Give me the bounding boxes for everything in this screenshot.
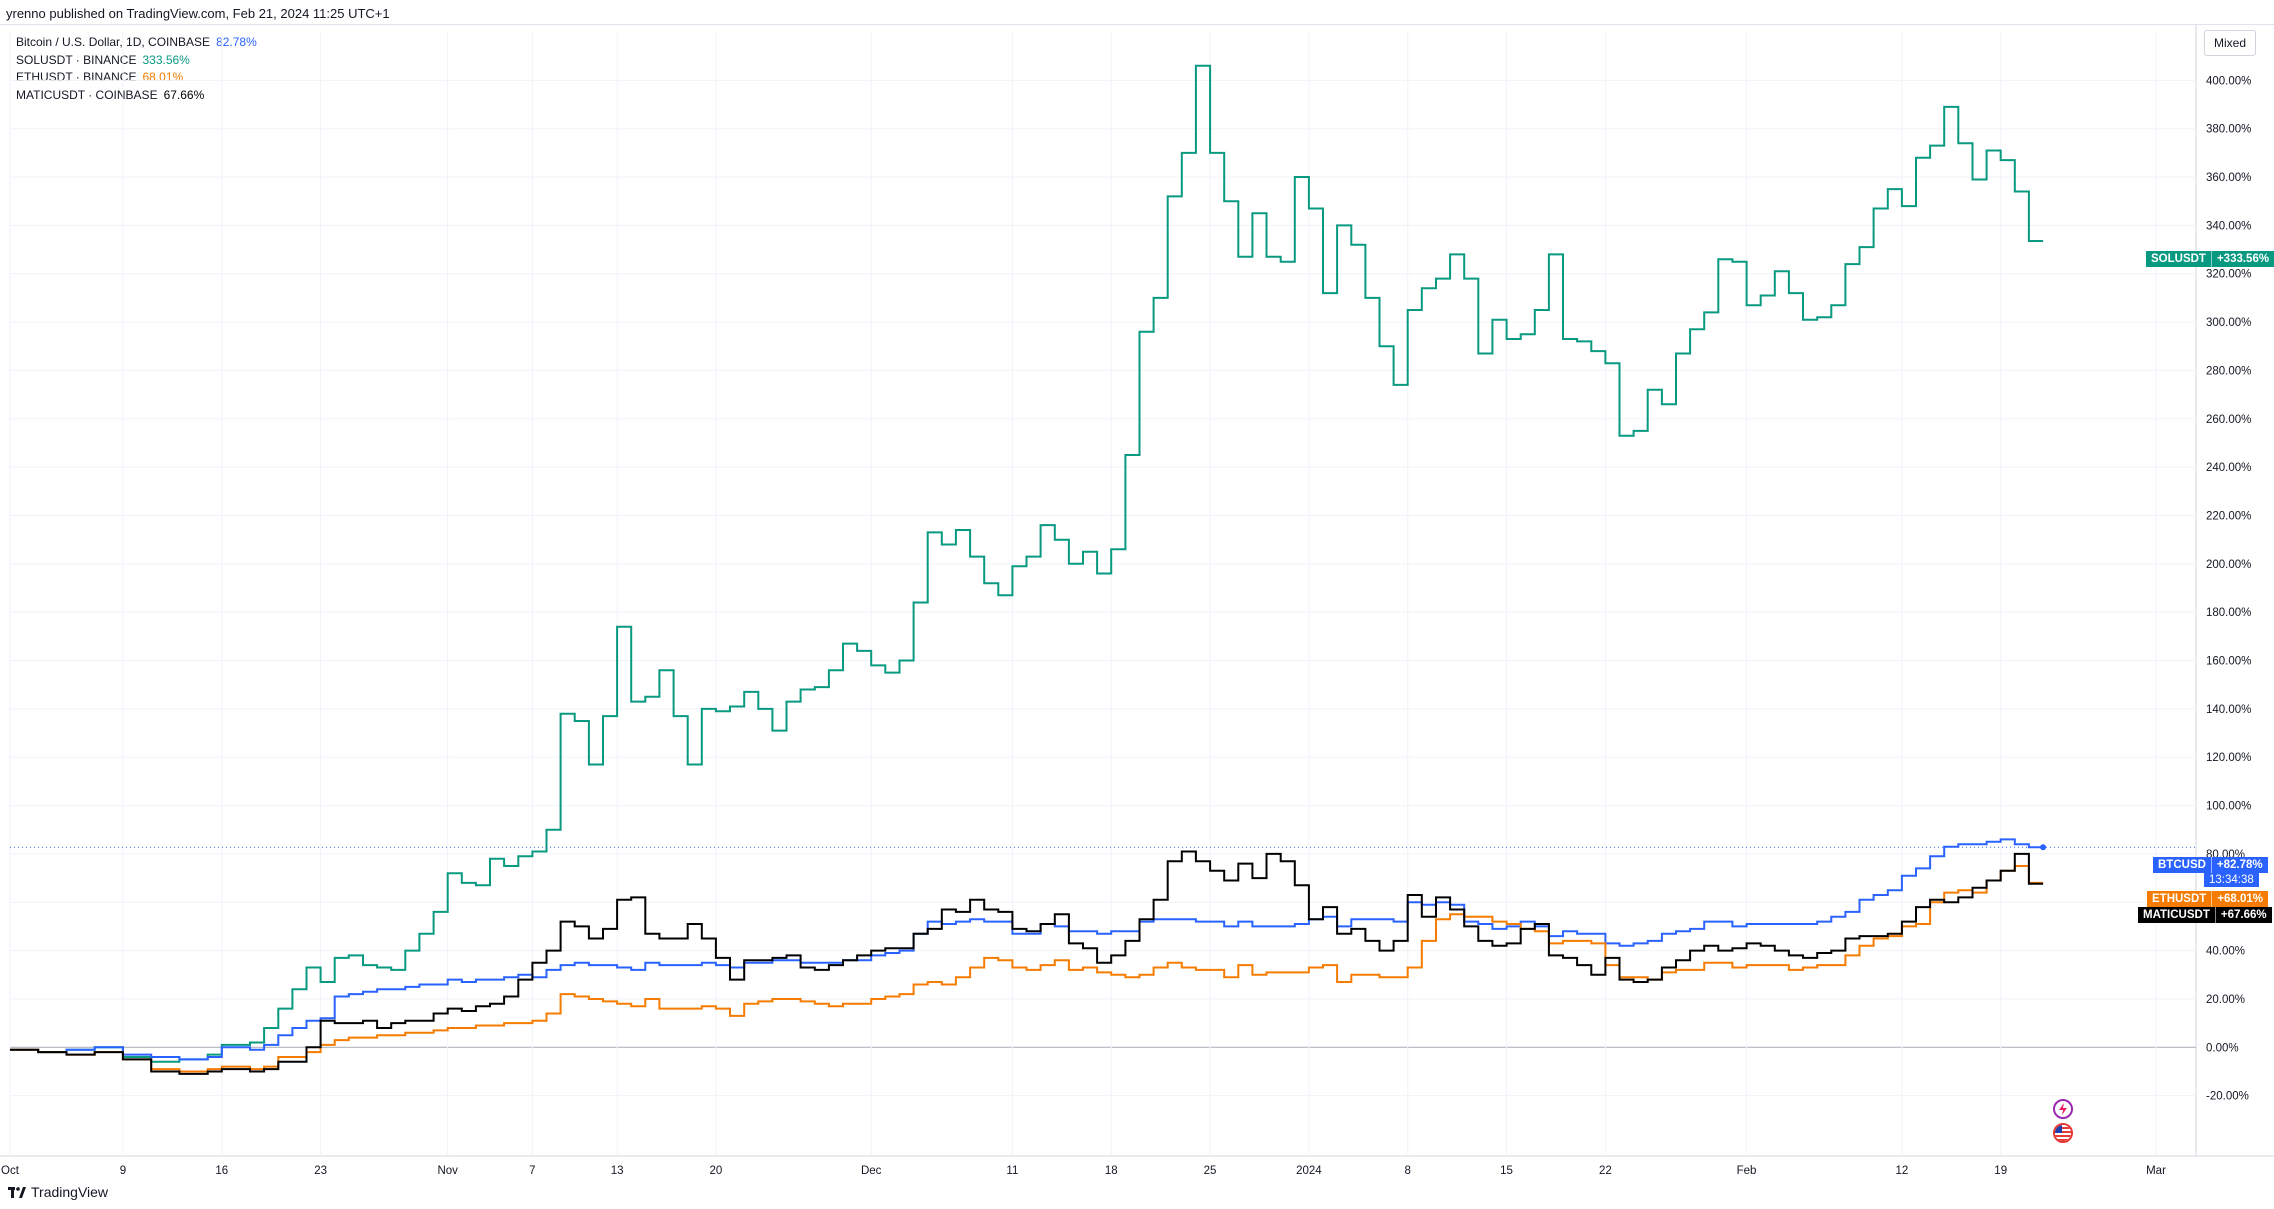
x-tick-label: 16 bbox=[215, 1165, 228, 1177]
scale-mode-button[interactable]: Mixed bbox=[2204, 30, 2256, 56]
price-tag-btc: BTCUSD +82.78% bbox=[2153, 857, 2268, 873]
x-tick-label: 8 bbox=[1405, 1165, 1411, 1177]
y-tick-label: 240.00% bbox=[2206, 462, 2251, 474]
x-tick-label: Dec bbox=[861, 1165, 882, 1177]
x-tick-label: 18 bbox=[1105, 1165, 1118, 1177]
tradingview-brand-text: TradingView bbox=[31, 1184, 109, 1200]
x-axis[interactable]: Oct 9 16 23 Nov 7 13 20 Dec 11 18 25 2024 8 15 22 Feb 12 1… bbox=[1, 1165, 2166, 1177]
x-tick-label: 12 bbox=[1895, 1165, 1908, 1177]
y-tick-label: 360.00% bbox=[2206, 172, 2251, 184]
price-tag-matic: MATICUSDT +67.66% bbox=[2138, 907, 2272, 923]
y-tick-label: 100.00% bbox=[2206, 801, 2251, 813]
legend-name-matic: MATICUSDT · COINBASE bbox=[16, 87, 158, 102]
legend-value-sol: 333.56% bbox=[142, 52, 190, 67]
bar-countdown-tag: 13:34:38 bbox=[2204, 873, 2259, 887]
x-tick-label: 19 bbox=[1994, 1165, 2007, 1177]
price-tag-btc-symbol: BTCUSD bbox=[2153, 857, 2211, 873]
x-tick-label: 7 bbox=[529, 1165, 535, 1177]
x-tick-label: 15 bbox=[1500, 1165, 1513, 1177]
x-tick-label: 22 bbox=[1599, 1165, 1612, 1177]
x-tick-label: 11 bbox=[1006, 1165, 1018, 1177]
legend-name-btc: Bitcoin / U.S. Dollar, 1D, COINBASE bbox=[16, 35, 211, 49]
price-tag-matic-symbol: MATICUSDT bbox=[2138, 907, 2215, 923]
series-line-btcusd[interactable] bbox=[10, 838, 2044, 1061]
legend-value-btc: 82.78% bbox=[216, 35, 257, 49]
x-tick-label: 23 bbox=[314, 1165, 327, 1177]
y-tick-label: 400.00% bbox=[2206, 75, 2251, 87]
legend-row-btc[interactable]: Bitcoin / U.S. Dollar, 1D, COINBASE 82.78… bbox=[16, 34, 257, 52]
us-flag-icon[interactable] bbox=[2053, 1123, 2073, 1143]
x-tick-label: 25 bbox=[1204, 1165, 1217, 1177]
series-line-maticusdt[interactable] bbox=[10, 850, 2044, 1075]
legend-value-matic: 67.66% bbox=[163, 87, 205, 102]
price-tag-matic-value: +67.66% bbox=[2214, 907, 2272, 923]
y-tick-label: 140.00% bbox=[2206, 704, 2251, 716]
bar-countdown: 13:34:38 bbox=[2204, 873, 2259, 887]
x-tick-label: 2024 bbox=[1296, 1165, 1322, 1177]
y-tick-label: 300.00% bbox=[2206, 317, 2251, 329]
y-tick-label: 0.00% bbox=[2206, 1042, 2239, 1054]
y-tick-label: 120.00% bbox=[2206, 752, 2251, 764]
tradingview-branding[interactable]: TradingView bbox=[8, 1184, 108, 1200]
x-tick-label: 20 bbox=[710, 1165, 723, 1177]
btc-last-price-dot bbox=[2040, 844, 2047, 851]
y-tick-label: 220.00% bbox=[2206, 510, 2251, 522]
legend-row-sol[interactable]: SOLUSDT · BINANCE 333.56% bbox=[16, 52, 257, 70]
x-tick-label: Feb bbox=[1737, 1165, 1757, 1177]
x-tick-label: 9 bbox=[120, 1165, 126, 1177]
y-tick-label: 380.00% bbox=[2206, 124, 2251, 136]
price-tag-sol: SOLUSDT +333.56% bbox=[2146, 251, 2274, 267]
legend-name-sol: SOLUSDT · BINANCE bbox=[16, 52, 137, 67]
x-tick-label: Nov bbox=[437, 1165, 458, 1177]
x-tick-label: 13 bbox=[611, 1165, 624, 1177]
price-tag-eth-symbol: ETHUSDT bbox=[2147, 891, 2212, 907]
y-tick-label: 40.00% bbox=[2206, 946, 2245, 958]
y-tick-label: 20.00% bbox=[2206, 994, 2245, 1006]
tradingview-logo-icon bbox=[8, 1186, 26, 1198]
y-tick-label: 200.00% bbox=[2206, 559, 2251, 571]
grid bbox=[0, 24, 2274, 1157]
header-divider bbox=[0, 24, 2274, 25]
y-tick-label: 340.00% bbox=[2206, 220, 2251, 232]
published-by-text: yrenno published on TradingView.com, Feb… bbox=[6, 6, 390, 21]
price-tag-eth-value: +68.01% bbox=[2211, 891, 2269, 907]
lightning-icon[interactable] bbox=[2053, 1099, 2073, 1119]
price-tag-sol-symbol: SOLUSDT bbox=[2146, 251, 2211, 267]
y-tick-label: 180.00% bbox=[2206, 607, 2251, 619]
y-tick-label: 280.00% bbox=[2206, 365, 2251, 377]
series-line-solusdt[interactable] bbox=[10, 64, 2044, 1063]
x-tick-label: Mar bbox=[2146, 1165, 2166, 1177]
legend-row-matic[interactable]: MATICUSDT · COINBASE 67.66% bbox=[16, 87, 257, 105]
price-tag-eth: ETHUSDT +68.01% bbox=[2147, 891, 2269, 907]
price-tag-sol-value: +333.56% bbox=[2210, 251, 2274, 267]
price-tag-btc-value: +82.78% bbox=[2210, 857, 2268, 873]
y-tick-label: 260.00% bbox=[2206, 414, 2251, 426]
y-tick-label: -20.00% bbox=[2206, 1091, 2249, 1103]
series-line-ethusdt[interactable] bbox=[10, 865, 2044, 1073]
y-tick-label: 320.00% bbox=[2206, 269, 2251, 281]
series-layer bbox=[10, 64, 2196, 1075]
y-axis[interactable]: -20.00%0.00%20.00%40.00%60.00%80.00%100.… bbox=[2206, 75, 2251, 1102]
x-tick-label: Oct bbox=[1, 1165, 20, 1177]
y-tick-label: 160.00% bbox=[2206, 656, 2251, 668]
